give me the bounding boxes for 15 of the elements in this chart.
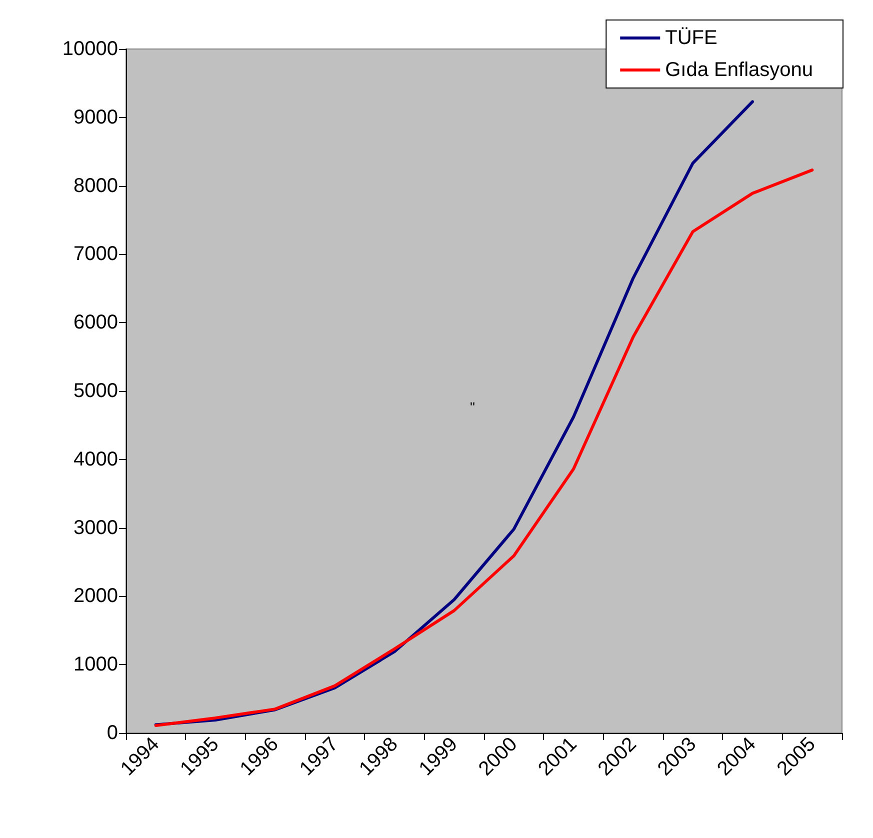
annotation: " (470, 399, 475, 415)
legend-label: Gıda Enflasyonu (665, 59, 814, 81)
y-tick-label: 10000 (62, 38, 118, 60)
y-tick-label: 7000 (74, 243, 118, 266)
y-tick-label: 2000 (74, 585, 118, 608)
y-tick-label: 6000 (74, 312, 118, 334)
line-series (154, 168, 814, 727)
y-tick-label: 4000 (74, 448, 118, 470)
legend-label: TÜFE (665, 27, 718, 49)
y-tick-label: 1000 (74, 654, 118, 676)
y-tick-label: 9000 (74, 106, 118, 128)
y-tick-label: 5000 (74, 380, 118, 402)
y-tick-label: 3000 (74, 516, 118, 539)
y-tick-label: 8000 (74, 174, 118, 197)
y-tick-label: 0 (106, 722, 118, 744)
